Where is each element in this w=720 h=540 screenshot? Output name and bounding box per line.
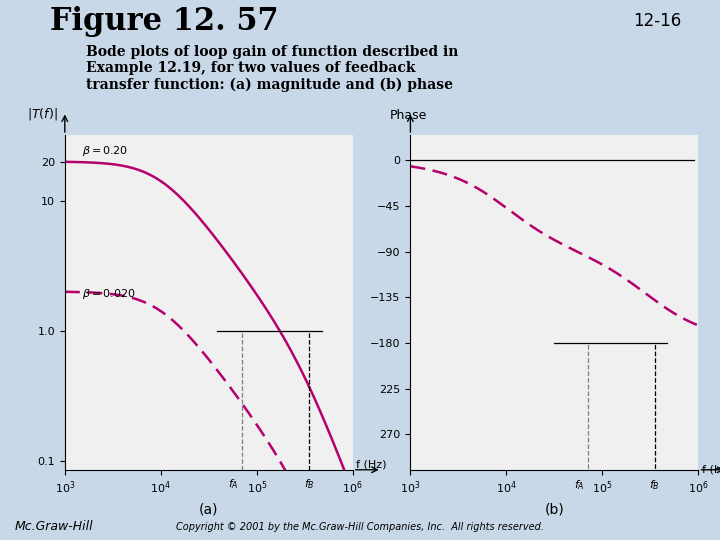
Text: $f_B$: $f_B$ — [649, 478, 660, 492]
Text: $f_B$: $f_B$ — [304, 477, 315, 491]
Text: Figure 12. 57: Figure 12. 57 — [50, 6, 279, 37]
Text: f (Hz): f (Hz) — [701, 465, 720, 475]
Text: $f_A$: $f_A$ — [228, 477, 239, 491]
Text: Copyright © 2001 by the Mc.Graw-Hill Companies, Inc.  All rights reserved.: Copyright © 2001 by the Mc.Graw-Hill Com… — [176, 522, 544, 531]
Text: (a): (a) — [199, 502, 219, 516]
Text: $\beta = 0.20$: $\beta = 0.20$ — [81, 144, 128, 158]
Text: Phase: Phase — [390, 109, 428, 122]
Text: f (Hz): f (Hz) — [356, 460, 387, 470]
Text: $f_A$: $f_A$ — [574, 478, 585, 492]
Text: Mc.Graw-Hill: Mc.Graw-Hill — [14, 520, 93, 533]
Text: $|T(f)|$: $|T(f)|$ — [27, 106, 58, 122]
Text: $\beta = 0.020$: $\beta = 0.020$ — [81, 287, 135, 301]
Text: 12-16: 12-16 — [634, 12, 682, 30]
Text: (b): (b) — [544, 502, 564, 516]
Text: Bode plots of loop gain of function described in
Example 12.19, for two values o: Bode plots of loop gain of function desc… — [86, 45, 459, 92]
